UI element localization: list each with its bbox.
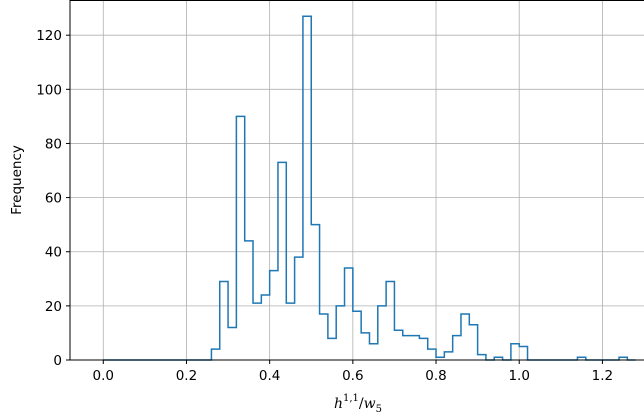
- x-axis-label: h1,1/w5: [334, 393, 382, 415]
- x-tick-label: 0.6: [342, 368, 363, 384]
- y-tick-label: 60: [45, 191, 62, 207]
- x-tick-label: 0.8: [425, 368, 446, 384]
- x-axis-label-base: h: [334, 396, 343, 412]
- x-tick-label: 0.0: [93, 368, 114, 384]
- axes-frame: [69, 0, 644, 361]
- y-tick-label: 80: [45, 136, 62, 152]
- x-tick-label: 1.2: [592, 368, 613, 384]
- x-axis-label-superscript: 1,1: [343, 393, 359, 404]
- grid-lines: [70, 0, 644, 361]
- x-axis-label-slash: /: [359, 396, 364, 412]
- x-axis-label-subscript: 5: [376, 404, 382, 415]
- y-tick-label: 20: [45, 299, 62, 315]
- y-tick-label: 120: [36, 28, 62, 44]
- y-axis-ticks: 0 20 40 60 80 100 120: [36, 28, 70, 369]
- x-tick-label: 1.0: [508, 368, 529, 384]
- histogram-step-line: [103, 15, 636, 361]
- y-axis-label: Frequency: [9, 145, 25, 215]
- x-tick-label: 0.4: [259, 368, 280, 384]
- y-tick-label: 0: [53, 353, 62, 369]
- y-tick-label: 40: [45, 245, 62, 261]
- y-tick-label: 100: [36, 82, 62, 98]
- x-tick-label: 0.2: [176, 368, 197, 384]
- x-axis-ticks: 0.0 0.2 0.4 0.6 0.8 1.0 1.2: [93, 360, 613, 384]
- x-axis-label-w: w: [364, 396, 376, 412]
